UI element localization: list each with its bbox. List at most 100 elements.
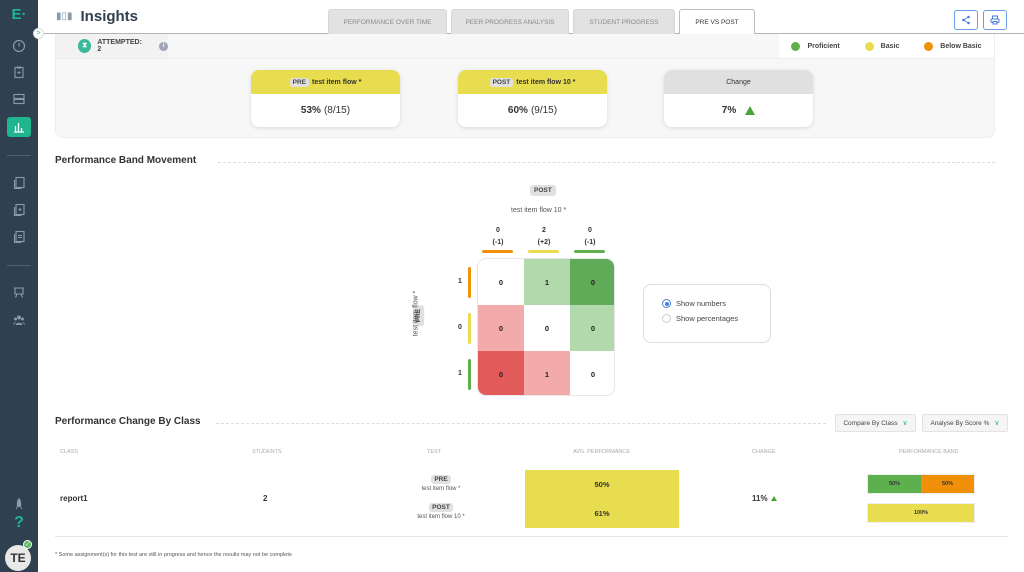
page-title: ▮▯▮ Insights	[56, 8, 138, 25]
post-axis-label: test item flow 10 *	[511, 207, 567, 214]
change-cell: 11%	[752, 494, 777, 503]
pre-score-card: PRE test item flow * 53% (8/15)	[251, 70, 400, 127]
student-count: 2	[263, 494, 268, 503]
pre-tag: PRE	[289, 77, 309, 87]
post-score-fraction: (9/15)	[530, 105, 558, 116]
matrix-cell: 0	[570, 351, 614, 395]
pre-test-info: PRE test item flow *	[398, 475, 484, 492]
section-divider	[218, 162, 995, 163]
sidebar-item-groups[interactable]	[7, 310, 31, 330]
compare-by-dropdown[interactable]: Compare By Class ∨	[835, 414, 916, 432]
below-basic-column-bar	[482, 250, 513, 253]
show-numbers-option[interactable]: Show numbers	[662, 299, 770, 308]
change-title: Change	[726, 78, 751, 86]
card-header: PRE test item flow *	[251, 70, 400, 94]
sidebar-item-test-library[interactable]	[7, 200, 31, 220]
post-score-percent: 60%	[507, 105, 528, 116]
users-icon	[13, 315, 25, 325]
card-header: POST test item flow 10 *	[458, 70, 607, 94]
column-header-class: Class	[60, 449, 79, 455]
column-header: 2 (+2)	[537, 227, 551, 246]
sidebar-divider	[7, 265, 31, 266]
matrix-cell: 0	[478, 351, 524, 395]
card-body: 53% (8/15)	[251, 94, 400, 127]
matrix-cell: 0	[478, 259, 524, 305]
sidebar-item-assignments[interactable]	[7, 62, 31, 82]
question-cards-icon	[13, 176, 25, 190]
section-divider	[216, 423, 826, 424]
tab-peer-progress-analysis[interactable]: Peer Progress Analysis	[451, 9, 569, 34]
tab-performance-over-time[interactable]: Performance Over Time	[328, 9, 447, 34]
matrix-cell: 0	[524, 305, 570, 351]
avatar[interactable]: TE	[5, 545, 31, 571]
proficient-column-bar	[574, 250, 605, 253]
tab-pre-vs-post[interactable]: Pre vs Post	[679, 9, 755, 35]
post-test-name: test item flow 10 *	[417, 514, 465, 520]
basic-column-bar	[528, 250, 559, 253]
proficient-dot	[791, 41, 801, 51]
avg-performance-cell: 50% 61%	[525, 470, 679, 528]
info-icon[interactable]: i	[159, 41, 168, 51]
share-button[interactable]	[954, 10, 978, 30]
change-value: 7%	[721, 105, 737, 116]
sidebar-item-whats-new[interactable]	[7, 494, 31, 514]
show-numbers-radio[interactable]	[662, 299, 671, 308]
help-button[interactable]: ?	[0, 514, 38, 532]
card-body: 7%	[664, 94, 813, 127]
pre-score-fraction: (8/15)	[323, 105, 351, 116]
bar-chart-icon: ▮▯▮	[56, 11, 73, 22]
pre-performance-band: 50% 50%	[867, 474, 975, 494]
sidebar-expand-button[interactable]: >	[33, 28, 44, 39]
trend-up-icon	[745, 106, 756, 115]
legend-proficient: Proficient	[791, 41, 840, 51]
post-score-card: POST test item flow 10 * 60% (9/15)	[458, 70, 607, 127]
question-icon: ?	[14, 514, 24, 531]
chevron-down-icon: ∨	[994, 420, 1000, 427]
change-by-class-title: Performance Change By Class	[55, 416, 201, 427]
proficient-row-bar	[468, 359, 471, 390]
pre-test-name: test item flow *	[421, 486, 461, 492]
pre-avg-performance: 50%	[594, 480, 610, 489]
analyse-by-dropdown[interactable]: Analyse By Score % ∨	[922, 414, 1008, 432]
sidebar-item-item-bank[interactable]	[7, 173, 31, 193]
matrix-cell: 1	[524, 351, 570, 395]
attempted-count: ATTEMPTED: 2	[97, 39, 142, 53]
class-name[interactable]: report1	[60, 494, 88, 503]
matrix-cell: 0	[478, 305, 524, 351]
hourglass-icon: ⧗	[78, 39, 92, 53]
post-test-info: POST test item flow 10 *	[398, 503, 484, 520]
matrix-cell: 1	[524, 259, 570, 305]
sidebar-item-playlist[interactable]	[7, 227, 31, 247]
print-button[interactable]	[983, 10, 1007, 30]
share-icon	[962, 15, 970, 25]
stack-icon	[13, 93, 25, 105]
sidebar-item-insights[interactable]	[7, 117, 31, 137]
bar-chart-icon	[14, 123, 24, 133]
below-basic-row-bar	[468, 267, 471, 298]
proficient-segment: 50%	[868, 475, 921, 493]
tab-student-progress[interactable]: Student Progress	[573, 9, 675, 34]
post-tag: POST	[429, 503, 453, 512]
sidebar-item-gradebook[interactable]	[7, 89, 31, 109]
show-percentages-option[interactable]: Show percentages	[662, 314, 770, 323]
chevron-down-icon: ∨	[902, 420, 908, 427]
page-title-text: Insights	[80, 8, 139, 25]
show-percentages-radio[interactable]	[662, 314, 671, 323]
post-performance-band: 100%	[867, 503, 975, 523]
row-header: 1	[458, 370, 462, 377]
below-basic-dot	[924, 41, 934, 51]
list-cards-icon	[13, 230, 25, 244]
below-basic-segment: 50%	[921, 475, 974, 493]
summary-panel: ⧗ ATTEMPTED: 2 i Proficient Basic Below …	[55, 34, 995, 138]
column-header-change: Change	[752, 449, 776, 455]
change-value: 11%	[752, 494, 768, 503]
matrix-cell: 0	[570, 259, 614, 305]
sidebar-item-classes[interactable]	[7, 282, 31, 302]
post-avg-performance: 61%	[594, 509, 610, 518]
matrix-cell: 0	[570, 305, 614, 351]
sidebar-item-dashboard[interactable]	[7, 36, 31, 56]
app-logo[interactable]: E·	[11, 6, 27, 23]
column-header-test: Test	[427, 449, 442, 455]
column-header-avg-performance: Avg. Performance	[573, 449, 631, 455]
sidebar: E· ? TE ✓	[0, 0, 38, 572]
